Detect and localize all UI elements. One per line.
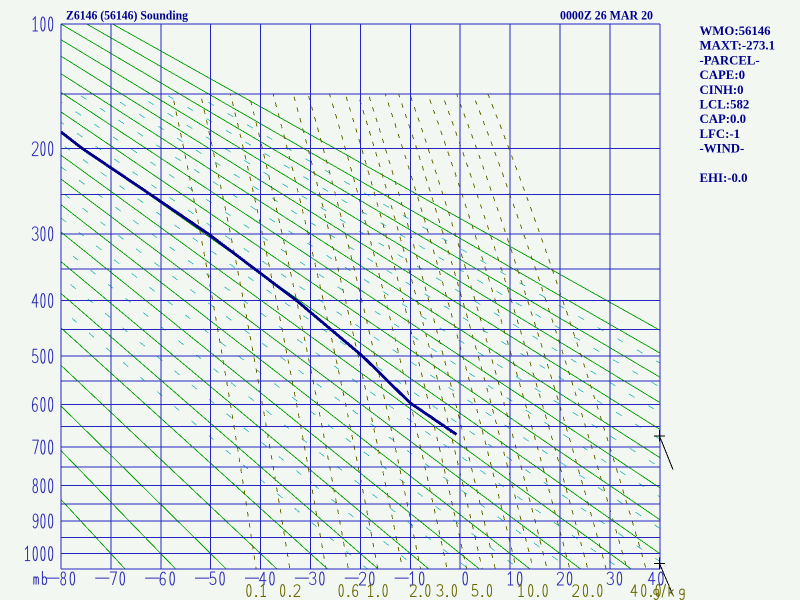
svg-text:0000Z 26 MAR 20: 0000Z 26 MAR 20 (560, 8, 653, 23)
svg-text:CAPE:0: CAPE:0 (700, 68, 746, 82)
svg-text:CAP:0.0: CAP:0.0 (700, 112, 747, 126)
svg-text:WMO:56146: WMO:56146 (700, 24, 772, 38)
svg-text:-WIND-: -WIND- (700, 142, 745, 156)
svg-text:EHI:-0.0: EHI:-0.0 (700, 171, 748, 185)
svg-text:CINH:0: CINH:0 (700, 83, 744, 97)
svg-text:LCL:582: LCL:582 (700, 98, 750, 112)
svg-text:MAXT:-273.1: MAXT:-273.1 (700, 39, 775, 53)
svg-text:Z6146 (56146) Sounding: Z6146 (56146) Sounding (66, 8, 188, 23)
svg-text:-PARCEL-: -PARCEL- (700, 53, 760, 67)
svg-text:LFC:-1: LFC:-1 (700, 127, 741, 141)
